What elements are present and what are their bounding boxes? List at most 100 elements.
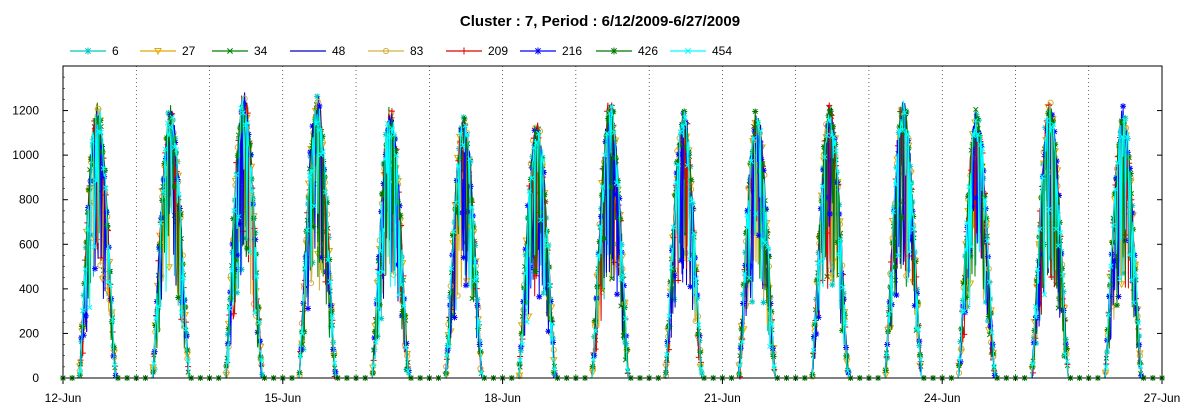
data-point [1126, 165, 1133, 172]
legend-item-6: 6 [70, 44, 119, 58]
data-point [1055, 295, 1062, 302]
data-point [170, 183, 177, 190]
y-tick-label: 800 [19, 193, 39, 207]
data-point [240, 100, 247, 107]
data-point [175, 294, 182, 301]
data-point [309, 123, 316, 130]
data-point [461, 115, 468, 122]
data-point [1110, 257, 1117, 264]
data-point [1049, 111, 1056, 118]
data-point [232, 257, 239, 264]
data-point [174, 158, 181, 165]
data-point [609, 275, 615, 282]
data-point [548, 315, 555, 322]
data-point [392, 147, 399, 154]
data-point [687, 283, 694, 290]
chart-title: Cluster : 7, Period : 6/12/2009-6/27/200… [460, 13, 740, 30]
data-point [227, 48, 233, 54]
data-point [523, 299, 530, 306]
legend-item-209: 209 [446, 44, 508, 58]
data-point [389, 226, 396, 233]
data-point [76, 372, 83, 379]
data-point [236, 135, 243, 142]
data-point [675, 151, 682, 158]
x-axis: 12-Jun 15-Jun 18-Jun 21-Jun 24-Jun 27-Jun [45, 378, 1180, 405]
data-point [375, 253, 382, 260]
data-point [316, 103, 323, 110]
legend-item-426: 426 [596, 44, 658, 58]
data-point [966, 280, 975, 288]
data-point [601, 235, 608, 242]
data-point [151, 366, 158, 373]
data-point [184, 347, 191, 354]
data-point [973, 194, 980, 201]
legend-label: 426 [638, 44, 658, 58]
data-point [605, 115, 612, 122]
data-point [984, 317, 991, 324]
data-point [756, 232, 763, 239]
data-point [545, 328, 552, 335]
data-point [678, 257, 685, 264]
data-point [163, 155, 170, 162]
data-point [671, 272, 678, 279]
y-tick-label: 600 [19, 237, 39, 251]
legend-item-454: 454 [670, 44, 732, 58]
legend-label: 83 [410, 44, 424, 58]
data-point [826, 102, 833, 109]
data-point [898, 214, 905, 221]
data-point [533, 272, 540, 279]
data-point [746, 263, 753, 270]
data-point [1051, 128, 1058, 135]
data-point [964, 224, 971, 231]
data-point [379, 190, 386, 197]
data-point [460, 114, 467, 121]
legend-item-48: 48 [290, 44, 346, 58]
data-point [111, 344, 118, 351]
data-point [964, 303, 971, 310]
data-point [95, 105, 102, 112]
y-tick-label: 400 [19, 282, 39, 296]
series-layer [60, 92, 1165, 381]
data-point [243, 245, 250, 252]
grid [135, 66, 1090, 378]
data-point [462, 282, 469, 289]
data-point [610, 47, 618, 55]
data-point [239, 123, 246, 130]
data-point [982, 298, 989, 305]
data-point [1046, 102, 1053, 109]
data-point [829, 281, 836, 288]
data-point [1032, 335, 1039, 342]
data-point [1048, 273, 1055, 280]
data-point [614, 291, 621, 298]
data-point [234, 152, 241, 159]
x-tick-label: 12-Jun [45, 391, 82, 405]
data-point [611, 191, 618, 198]
data-point [238, 266, 245, 273]
data-point [813, 330, 820, 337]
data-point [1046, 254, 1053, 261]
data-point [451, 314, 458, 321]
x-tick-label: 15-Jun [264, 391, 301, 405]
data-point [314, 93, 321, 100]
data-point [760, 299, 767, 306]
data-point [1117, 281, 1126, 289]
data-point [163, 134, 170, 141]
data-point [893, 277, 899, 283]
data-point [307, 149, 314, 156]
data-point [611, 259, 618, 266]
y-tick-label: 1000 [12, 148, 39, 162]
legend-label: 216 [562, 44, 582, 58]
data-point [543, 285, 550, 292]
data-point [1113, 302, 1120, 309]
legend-item-27: 27 [140, 44, 196, 58]
data-point [230, 310, 237, 317]
x-tick-label: 21-Jun [704, 391, 741, 405]
data-point [961, 331, 968, 338]
legend: 6 27 34 48 83 209 216 426 454 [70, 44, 732, 58]
data-point [230, 215, 237, 222]
data-point [522, 246, 529, 253]
data-point [165, 144, 172, 151]
data-point [80, 332, 87, 339]
data-point [749, 298, 756, 305]
data-point [236, 220, 243, 227]
